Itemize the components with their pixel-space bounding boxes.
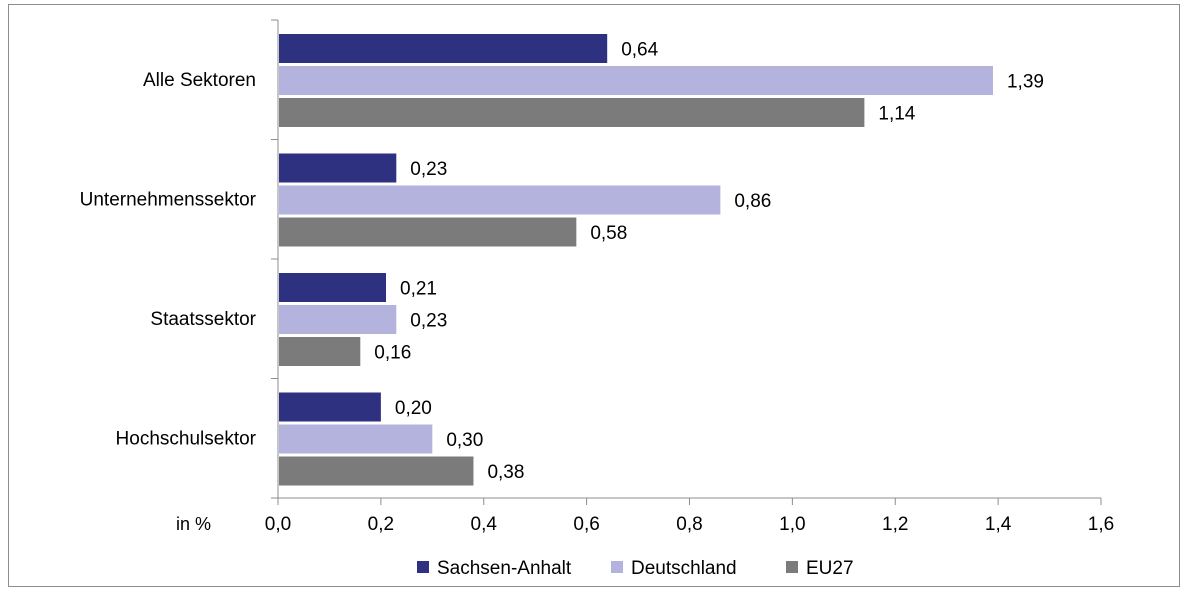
legend-item-sachsen-anhalt: Sachsen-Anhalt (417, 558, 572, 579)
data-label: 0,21 (400, 279, 437, 300)
bar-sachsen-anhalt-0 (279, 34, 608, 63)
data-label: 1,14 (878, 104, 915, 125)
bar-eu27-3 (279, 456, 474, 486)
unit-label: in % (176, 514, 211, 534)
legend-swatch (786, 561, 798, 573)
legend-swatch (611, 561, 623, 573)
data-label: 0,23 (410, 159, 447, 180)
data-label: 0,16 (374, 343, 411, 364)
legend-item-deutschland: Deutschland (611, 558, 737, 579)
bar-deutschland-2 (279, 305, 397, 334)
legend-label: Sachsen-Anhalt (437, 558, 572, 579)
x-tick-label: 0,6 (573, 514, 599, 535)
bar-eu27-0 (279, 98, 865, 127)
data-label: 0,86 (734, 191, 771, 212)
x-tick-label: 1,6 (1088, 514, 1114, 535)
x-tick-label: 0,8 (676, 514, 702, 535)
legend-swatch (417, 561, 429, 573)
category-label: Staatssektor (150, 309, 256, 330)
bar-deutschland-1 (279, 185, 721, 215)
bar-deutschland-0 (279, 66, 993, 95)
category-label: Hochschulsektor (116, 428, 257, 449)
data-label: 0,20 (395, 398, 432, 419)
legend-label: EU27 (806, 558, 854, 579)
legend-label: Deutschland (631, 558, 737, 579)
labels-layer: 0,64 1,39 1,14 Alle Sektoren 0,23 0,86 0,58 Unt… (80, 40, 1115, 536)
data-label: 0,23 (410, 311, 447, 332)
legend: Sachsen-Anhalt Deutschland EU27 (417, 558, 854, 579)
bar-deutschland-3 (279, 424, 433, 454)
x-tick-label: 0,0 (265, 514, 291, 535)
bars-layer (279, 34, 993, 486)
bar-sachsen-anhalt-1 (279, 153, 397, 183)
bar-eu27-1 (279, 217, 577, 247)
data-label: 0,64 (621, 40, 658, 61)
x-tick-label: 1,2 (882, 514, 908, 535)
data-label: 0,30 (446, 430, 483, 451)
bar-sachsen-anhalt-3 (279, 392, 381, 422)
category-label: Alle Sektoren (143, 70, 256, 91)
x-tick-label: 1,0 (779, 514, 805, 535)
x-tick-label: 1,4 (985, 514, 1012, 535)
x-tick-label: 0,2 (368, 514, 394, 535)
category-label: Unternehmenssektor (80, 189, 257, 210)
bar-sachsen-anhalt-2 (279, 273, 387, 302)
data-label: 1,39 (1007, 72, 1044, 93)
axes (271, 19, 1102, 505)
x-tick-label: 0,4 (471, 514, 498, 535)
data-label: 0,38 (487, 462, 524, 483)
legend-item-eu27: EU27 (786, 558, 854, 579)
data-label: 0,58 (590, 223, 627, 244)
bar-eu27-2 (279, 337, 361, 366)
